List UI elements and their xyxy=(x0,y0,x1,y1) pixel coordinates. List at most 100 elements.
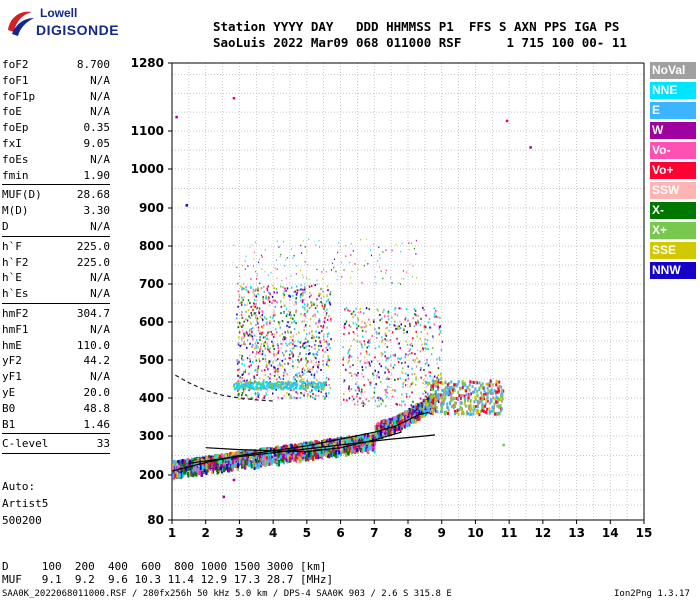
param-label: hmE xyxy=(2,338,22,352)
param-row: fmin 1.90 xyxy=(2,168,110,184)
y-tick-label: 1280 xyxy=(131,56,164,70)
param-value: 20.0 xyxy=(83,385,111,399)
param-value: N/A xyxy=(90,73,110,87)
auto-label: Auto: xyxy=(2,480,36,493)
param-row: yF2 44.2 xyxy=(2,353,110,369)
x-tick-label: 9 xyxy=(438,526,446,540)
param-label: hmF2 xyxy=(2,306,29,320)
param-row: h`F 225.0 xyxy=(2,239,110,255)
param-row: C-level 33 xyxy=(2,436,110,452)
parameter-panel: foF2 8.700 foF1 N/A foF1p N/A foE N/A foEp 0.35 fx… xyxy=(2,57,110,456)
header-line-2: SaoLuis 2022 Mar09 068 011000 RSF 1 715 … xyxy=(213,35,627,50)
trace-line-2 xyxy=(188,434,436,464)
trace-line-4 xyxy=(205,431,402,453)
param-value: N/A xyxy=(90,219,110,233)
y-tick-label: 1000 xyxy=(131,162,164,176)
param-label: h`F xyxy=(2,239,22,253)
param-label: B0 xyxy=(2,401,16,415)
x-tick-label: 3 xyxy=(235,526,243,540)
param-label: hmF1 xyxy=(2,322,29,336)
param-row: M(D) 3.30 xyxy=(2,203,110,219)
legend-item-e: E xyxy=(650,102,696,119)
param-label: MUF(D) xyxy=(2,188,42,202)
param-value: 8.700 xyxy=(76,58,110,71)
y-tick-label: 1100 xyxy=(131,124,164,138)
x-tick-label: 14 xyxy=(602,526,619,540)
param-label: foEp xyxy=(2,121,29,135)
logo-lowell-text: Lowell xyxy=(40,6,78,20)
param-value: N/A xyxy=(90,152,110,166)
legend: NoVal NNE E W Vo- Vo+ SSW X- X+ SSE NNW xyxy=(650,62,696,282)
param-label: foE xyxy=(2,105,22,119)
param-separator xyxy=(2,302,110,304)
param-row: B1 1.46 xyxy=(2,417,110,433)
y-tick-label: 800 xyxy=(139,239,164,253)
param-row: yE 20.0 xyxy=(2,385,110,401)
param-separator xyxy=(2,433,110,435)
param-row: foF1p N/A xyxy=(2,89,110,105)
legend-item-vo: Vo+ xyxy=(650,162,696,179)
x-tick-label: 15 xyxy=(636,526,653,540)
x-tick-label: 5 xyxy=(303,526,311,540)
param-row: MUF(D) 28.68 xyxy=(2,187,110,203)
param-row: hmF2 304.7 xyxy=(2,306,110,322)
param-label: h`Es xyxy=(2,287,29,301)
legend-item-x: X- xyxy=(650,202,696,219)
auto-version-label: 500200 xyxy=(2,514,42,527)
param-value: 3.30 xyxy=(83,204,111,218)
file-info-line: SAA0K_2022068011000.RSF / 280fx256h 50 k… xyxy=(2,589,452,599)
y-tick-label: 900 xyxy=(139,201,164,215)
logo-digisonde-text: DIGISONDE xyxy=(36,22,120,38)
param-row: hmF1 N/A xyxy=(2,322,110,338)
y-tick-label: 700 xyxy=(139,277,164,291)
y-tick-label: 400 xyxy=(139,391,164,405)
param-label: foF1 xyxy=(2,73,29,87)
param-label: h`F2 xyxy=(2,255,29,269)
legend-item-noval: NoVal xyxy=(650,62,696,79)
x-tick-label: 11 xyxy=(501,526,518,540)
param-value: N/A xyxy=(90,322,110,336)
x-tick-label: 7 xyxy=(370,526,378,540)
legend-item-w: W xyxy=(650,122,696,139)
param-label: yF1 xyxy=(2,370,22,384)
y-tick-label: 300 xyxy=(139,429,164,443)
param-row: hmE 110.0 xyxy=(2,338,110,354)
legend-item-nnw: NNW xyxy=(650,262,696,279)
x-tick-label: 12 xyxy=(535,526,552,540)
param-label: D xyxy=(2,219,9,233)
legend-item-x: X+ xyxy=(650,222,696,239)
x-tick-label: 2 xyxy=(202,526,210,540)
param-row: B0 48.8 xyxy=(2,401,110,417)
trace-line-3 xyxy=(175,374,274,402)
echo-scatter-points xyxy=(172,97,532,499)
param-label: foF2 xyxy=(2,58,29,71)
param-value: N/A xyxy=(90,271,110,285)
param-value: 48.8 xyxy=(83,401,111,415)
x-tick-label: 1 xyxy=(168,526,176,540)
param-row: h`Es N/A xyxy=(2,286,110,302)
param-value: 1.90 xyxy=(83,168,111,182)
param-value: 9.05 xyxy=(83,136,111,150)
muf-row: MUF 9.1 9.2 9.6 10.3 11.4 12.9 17.3 28.7… xyxy=(2,573,334,586)
param-row: h`F2 225.0 xyxy=(2,255,110,271)
y-tick-label: 80 xyxy=(147,513,164,527)
param-row: yF1 N/A xyxy=(2,369,110,385)
param-label: foF1p xyxy=(2,89,36,103)
param-row: h`E N/A xyxy=(2,270,110,286)
param-label: C-level xyxy=(2,437,49,451)
param-row: foF1 N/A xyxy=(2,73,110,89)
param-label: fxI xyxy=(2,136,22,150)
param-label: fmin xyxy=(2,168,29,182)
param-label: foEs xyxy=(2,152,29,166)
x-tick-label: 10 xyxy=(467,526,484,540)
param-label: M(D) xyxy=(2,204,29,218)
param-value: 304.7 xyxy=(76,306,110,320)
legend-item-nne: NNE xyxy=(650,82,696,99)
y-tick-label: 200 xyxy=(139,468,164,482)
param-value: 110.0 xyxy=(76,338,110,352)
legend-item-vo: Vo- xyxy=(650,142,696,159)
param-value: 1.46 xyxy=(83,417,111,431)
param-value: 0.35 xyxy=(83,121,111,135)
param-value: N/A xyxy=(90,287,110,301)
